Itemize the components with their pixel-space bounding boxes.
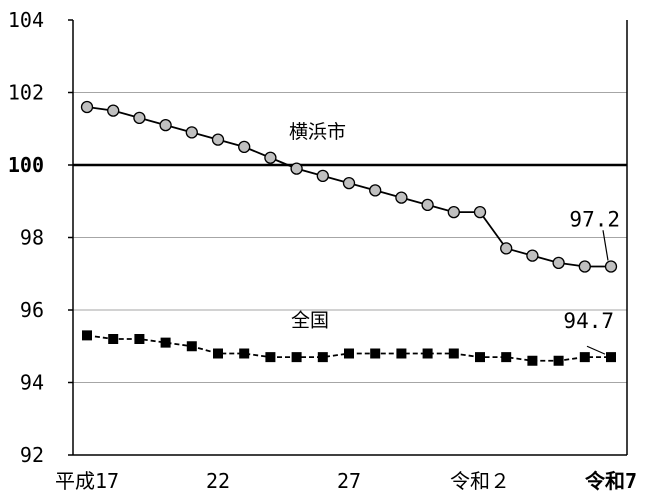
y-tick-label-96: 96 <box>20 298 44 322</box>
y-tick-label-104: 104 <box>8 8 44 32</box>
series-1-point-9 <box>317 352 328 363</box>
end-value-label-1: 94.7 <box>563 309 614 333</box>
series-0-point-9 <box>316 169 329 183</box>
series-name-label-0: 横浜市 <box>289 121 346 143</box>
series-0-point-10 <box>342 176 356 190</box>
series-1-point-3 <box>160 337 171 348</box>
series-0-point-2 <box>133 111 146 125</box>
series-0-point-20 <box>604 260 618 273</box>
x-axis-tick-labels: 平成17 22 27 令和２ 令和7 <box>55 469 637 493</box>
x-tick-label-20: 令和7 <box>585 469 637 493</box>
x-tick-label-10: 27 <box>337 469 361 493</box>
series-0-point-13 <box>421 198 434 212</box>
series-1-point-19 <box>579 352 590 363</box>
y-tick-label-102: 102 <box>8 81 44 105</box>
series-1-point-11 <box>370 348 381 359</box>
series-0-point-3 <box>159 118 172 132</box>
series-0-point-4 <box>185 126 198 139</box>
y-tick-label-100: 100 <box>8 153 44 177</box>
series-0-point-6 <box>238 140 251 154</box>
y-tick-label-94: 94 <box>20 371 44 395</box>
end-value-leader-0 <box>602 230 609 261</box>
series-0-point-17 <box>526 249 539 262</box>
series-1-point-8 <box>291 352 302 363</box>
series-0-point-12 <box>395 191 408 204</box>
series-1-point-15 <box>475 352 485 363</box>
series-1-point-13 <box>422 348 433 359</box>
series-0-point-7 <box>264 151 277 164</box>
end-value-leader-1 <box>586 345 606 355</box>
series-name-label-1: 全国 <box>291 309 329 331</box>
series-1-point-6 <box>239 348 250 359</box>
series-1-point-18 <box>553 355 564 366</box>
series-1-point-12 <box>396 348 407 359</box>
series-1-point-17 <box>527 355 538 366</box>
series-0-point-11 <box>369 184 382 197</box>
y-axis-tick-labels: 92 94 96 98 100 102 104 <box>8 8 73 467</box>
series-1-point-10 <box>344 348 354 359</box>
series-1-point-2 <box>134 334 145 344</box>
series-1-point-20 <box>606 352 616 363</box>
series-1-point-16 <box>501 352 512 363</box>
series-group <box>80 100 618 366</box>
x-tick-label-0: 平成17 <box>55 469 119 493</box>
y-tick-label-92: 92 <box>20 443 44 467</box>
x-tick-label-15: 令和２ <box>450 469 510 493</box>
series-0-point-19 <box>578 260 591 273</box>
series-1-point-7 <box>265 352 276 363</box>
series-1-point-0 <box>82 330 92 341</box>
series-0-point-5 <box>211 133 225 146</box>
y-tick-label-98: 98 <box>20 226 44 250</box>
series-0-point-0 <box>80 100 94 114</box>
series-0-point-16 <box>500 242 513 255</box>
series-1-point-5 <box>213 348 223 359</box>
series-0-point-1 <box>107 104 120 117</box>
series-0-point-15 <box>473 205 487 219</box>
series-1-point-14 <box>448 348 459 359</box>
series-0-point-14 <box>447 205 460 219</box>
series-0-point-18 <box>552 256 565 270</box>
x-tick-label-5: 22 <box>206 469 230 493</box>
end-value-label-0: 97.2 <box>569 208 620 232</box>
gridlines <box>73 92 627 383</box>
series-1-point-4 <box>186 341 197 352</box>
series-1 <box>82 330 616 366</box>
series-0 <box>80 100 618 273</box>
series-1-point-1 <box>108 334 119 344</box>
series-0-point-8 <box>290 162 303 175</box>
